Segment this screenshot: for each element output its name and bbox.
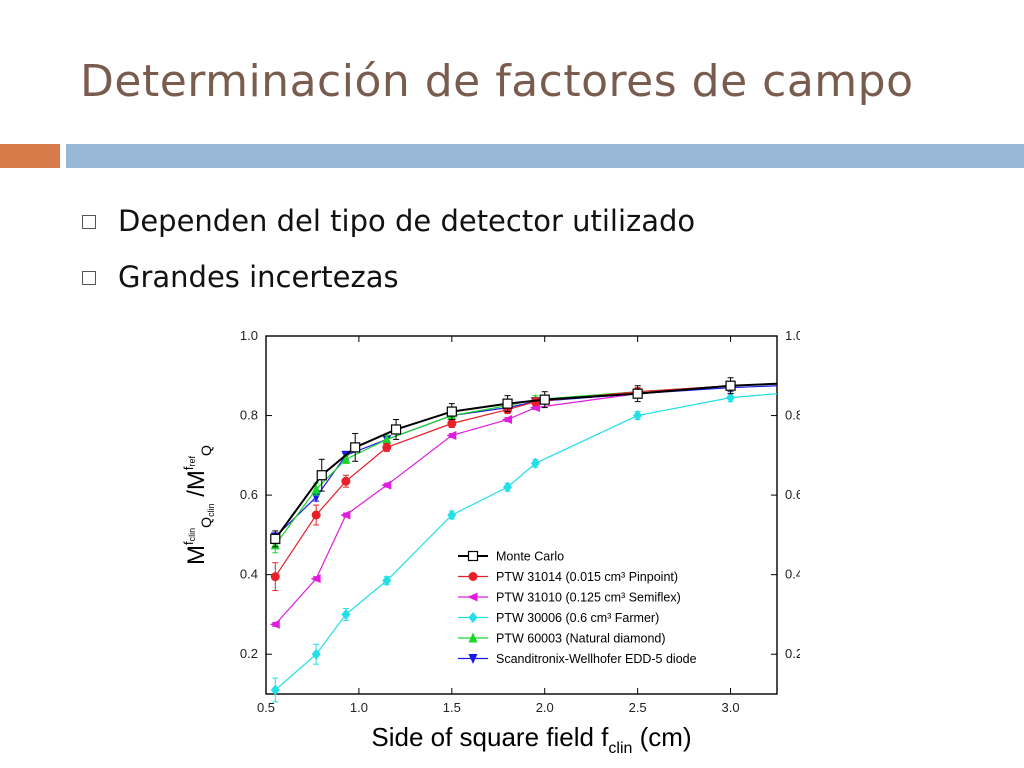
y-tick-label-right: 1.0 (785, 328, 800, 343)
series-line (274, 383, 778, 546)
legend: Monte Carlo PTW 31014 (0.015 cm³ Pinpoint… (458, 550, 697, 666)
bullet-item: Grandes incertezas (82, 249, 695, 305)
data-point (311, 510, 321, 520)
bullet-text: Dependen del tipo de detector utilizado (118, 204, 696, 238)
data-point (447, 419, 457, 429)
x-tick-label: 3.0 (722, 700, 740, 715)
data-point (725, 380, 736, 391)
legend-label: PTW 31014 (0.015 cm³ Pinpoint) (496, 570, 678, 584)
series-5 (270, 380, 778, 554)
data-point (270, 572, 280, 582)
legend-label: PTW 31010 (0.125 cm³ Semiflex) (496, 591, 681, 605)
y-tick-label-right: 0.4 (785, 567, 800, 582)
data-point (447, 509, 457, 521)
data-point (503, 481, 513, 493)
series-1 (270, 377, 778, 548)
x-tick-label: 2.5 (629, 700, 647, 715)
legend-item: Monte Carlo (458, 550, 564, 564)
legend-marker (467, 550, 479, 562)
y-tick-label-left: 1.0 (240, 328, 258, 343)
y-tick-label-left: 0.4 (240, 567, 258, 582)
x-axis-label: Side of square field fclin (cm) (371, 722, 691, 757)
y-tick-label-right: 0.8 (785, 408, 800, 423)
y-axis-label-left-text: MfclinQclin /MfrefQ (181, 445, 216, 565)
series-line (274, 383, 778, 577)
legend-item: PTW 31010 (0.125 cm³ Semiflex) (458, 591, 681, 605)
legend-marker (468, 632, 478, 643)
data-point (502, 398, 513, 409)
data-point (341, 476, 351, 486)
y-tick-label-left: 0.8 (240, 408, 258, 423)
y-tick-label-right: 0.6 (785, 487, 800, 502)
y-tick-label-right: 0.2 (785, 646, 800, 661)
legend-marker (468, 654, 478, 664)
data-point (340, 510, 351, 520)
data-point (316, 470, 327, 481)
legend-marker (467, 592, 478, 602)
plot-frame (265, 335, 778, 695)
bullet-text: Grandes incertezas (118, 260, 399, 294)
y-tick-label-left: 0.2 (240, 646, 258, 661)
bullet-item: Dependen del tipo de detector utilizado (82, 193, 695, 249)
data-point (310, 574, 321, 584)
data-point (530, 457, 540, 469)
legend-label: PTW 60003 (Natural diamond) (496, 632, 666, 646)
series-line (274, 385, 778, 538)
data-point (502, 415, 513, 425)
legend-marker (468, 612, 478, 623)
data-point (382, 433, 392, 444)
series-line (274, 382, 778, 540)
legend-item: PTW 60003 (Natural diamond) (458, 632, 666, 646)
data-point (350, 442, 361, 453)
series-4 (270, 392, 778, 703)
data-point (390, 424, 402, 435)
data-point (446, 406, 457, 417)
square-bullet-icon (82, 215, 96, 229)
legend-label: PTW 30006 (0.6 cm³ Farmer) (496, 611, 659, 625)
series-line (274, 393, 778, 691)
data-point (382, 575, 392, 587)
output-factor-chart: 0.5 1.0 1.5 2.0 2.5 3.0 0.2 0.2 0.4 0.4 0.6 0.6 0.8 0… (160, 312, 800, 762)
data-point (632, 388, 643, 399)
data-point (311, 648, 321, 660)
data-point (633, 410, 643, 422)
x-tick-label: 1.5 (443, 700, 461, 715)
data-point (270, 533, 281, 544)
legend-label: Monte Carlo (496, 550, 564, 564)
slide-title: Determinación de factores de campo (80, 56, 914, 107)
legend-item: Scanditronix-Wellhofer EDD-5 diode (458, 652, 697, 666)
data-point (539, 394, 550, 405)
y-axis-label-left: MfclinQclin /MfrefQ (181, 445, 216, 565)
data-point (446, 430, 457, 440)
data-point (381, 480, 392, 490)
series-line (274, 383, 778, 625)
data-point (726, 392, 736, 404)
y-tick-label-left: 0.6 (240, 487, 258, 502)
data-point (270, 684, 280, 696)
square-bullet-icon (82, 271, 96, 285)
bullet-list: Dependen del tipo de detector utilizado … (82, 193, 695, 305)
legend-item: PTW 30006 (0.6 cm³ Farmer) (458, 611, 659, 625)
accent-bar-orange (0, 144, 60, 168)
x-tick-label: 1.0 (350, 700, 368, 715)
data-point (341, 453, 351, 464)
legend-label: Scanditronix-Wellhofer EDD-5 diode (496, 652, 697, 666)
data-point (311, 483, 321, 494)
x-tick-label: 0.5 (257, 700, 275, 715)
accent-bar-blue (66, 144, 1024, 168)
data-point (269, 619, 280, 629)
data-point (382, 442, 392, 452)
legend-item: PTW 31014 (0.015 cm³ Pinpoint) (458, 570, 678, 584)
legend-marker (468, 572, 478, 581)
data-point (341, 608, 351, 620)
x-tick-label: 2.0 (536, 700, 554, 715)
